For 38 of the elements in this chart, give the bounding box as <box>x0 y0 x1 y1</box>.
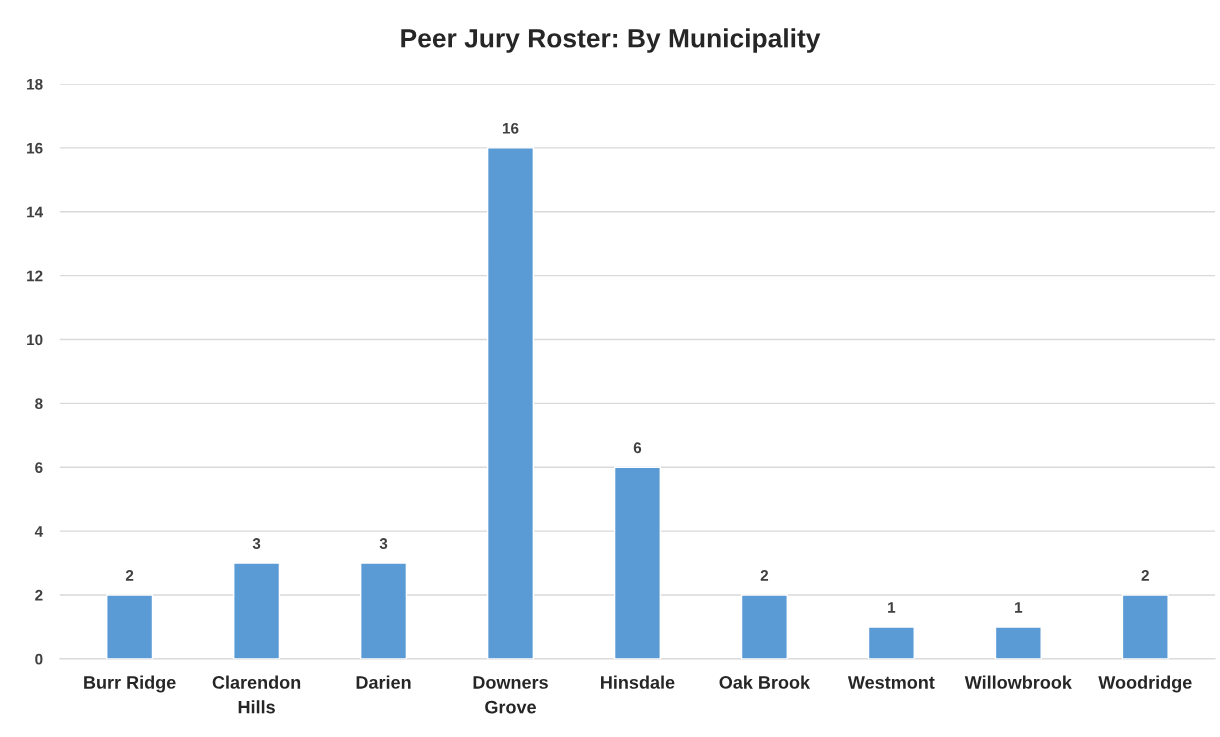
y-tick-label: 12 <box>27 270 43 282</box>
x-tick-label: Woodridge <box>1098 675 1192 693</box>
bar <box>1121 594 1169 659</box>
bar <box>613 466 661 659</box>
bar <box>994 626 1042 659</box>
y-tick-label: 8 <box>35 398 43 410</box>
y-tick-label: 18 <box>27 78 43 90</box>
x-tick-label: Hinsdale <box>601 675 675 689</box>
bar <box>740 594 788 659</box>
bar <box>359 562 408 659</box>
y-tick-label: 16 <box>27 142 43 154</box>
y-tick-label: 0 <box>35 653 43 665</box>
bar <box>867 626 915 659</box>
data-label: 2 <box>760 570 769 581</box>
y-tick-label: 10 <box>27 334 43 346</box>
x-tick-label: Downers Grove <box>473 676 548 714</box>
y-tick-label: 2 <box>35 589 43 601</box>
x-tick-label: Willowbrook <box>964 675 1072 689</box>
chart-title: Peer Jury Roster: By Municipality <box>401 28 821 53</box>
x-tick-label: Westmont <box>847 676 935 689</box>
data-label: 2 <box>1141 570 1149 581</box>
y-tick-label: 6 <box>35 462 43 473</box>
data-label: 16 <box>502 122 519 134</box>
x-tick-label: Clarendon Hills <box>212 675 301 714</box>
y-tick-label: 4 <box>34 526 44 537</box>
data-label: 1 <box>1015 602 1023 613</box>
data-label: 3 <box>379 538 388 549</box>
data-label: 1 <box>888 602 896 613</box>
x-tick-label: Darien <box>356 675 411 689</box>
x-tick-label: Burr Ridge <box>84 675 176 693</box>
data-label: 3 <box>252 538 261 549</box>
data-label: 2 <box>125 570 134 581</box>
data-label: 6 <box>633 442 642 454</box>
x-tick-label: Oak Brook <box>719 675 811 689</box>
y-tick-label: 14 <box>27 206 44 218</box>
bar <box>106 594 154 659</box>
bar <box>233 562 281 659</box>
bar <box>486 147 535 659</box>
